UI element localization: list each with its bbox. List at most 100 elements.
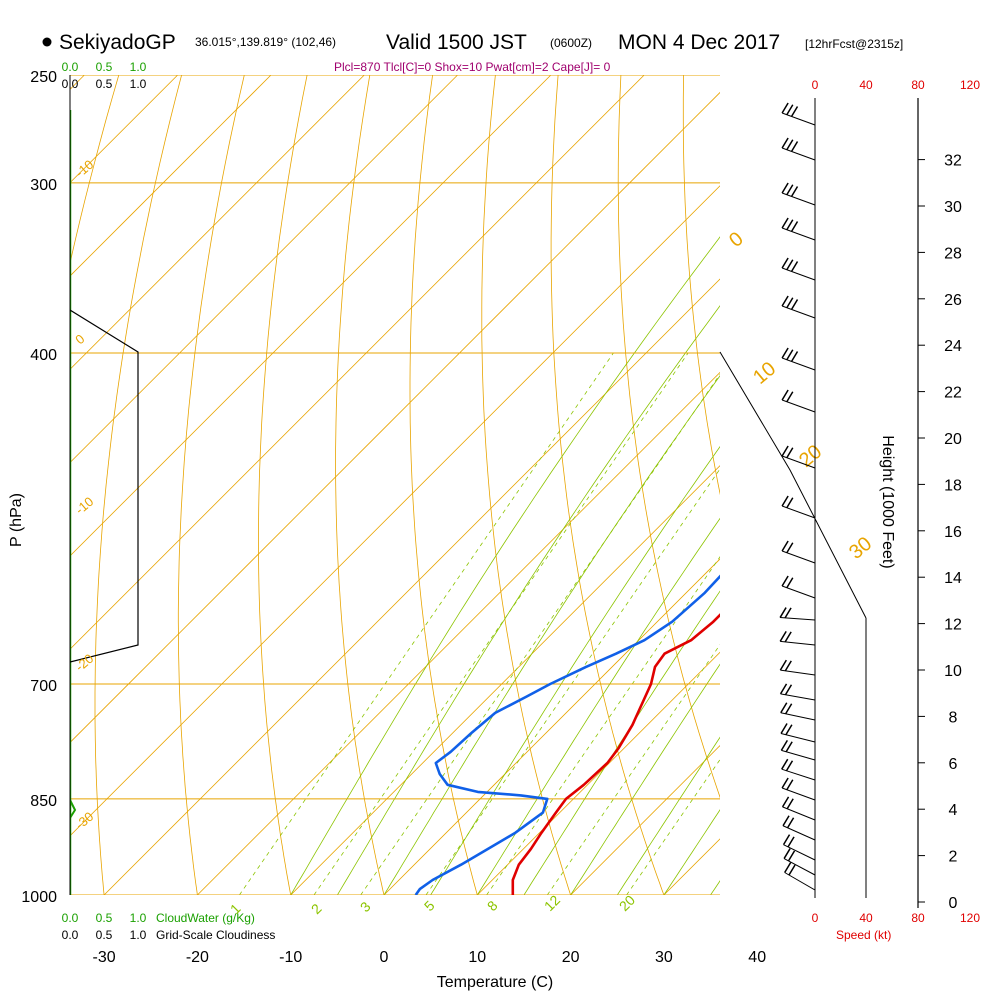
wind-barb-flag (780, 702, 788, 714)
isotherm-line (103, 278, 720, 895)
wind-barb (779, 683, 816, 701)
dry-adiabat-line (258, 75, 308, 895)
cloudwater-bottom-tick: 0.5 (96, 911, 113, 925)
isotherm-line (477, 651, 720, 895)
isotherm-line (851, 75, 1000, 895)
wind-barb-flag (779, 630, 787, 642)
wind-barb-flag (781, 389, 789, 401)
wind-barb-flag (786, 104, 794, 116)
mixing-ratio-line (313, 352, 689, 895)
isotherm-label: 0 (725, 228, 748, 252)
height-tick-label: 20 (944, 431, 962, 448)
height-tick-label: 2 (949, 849, 958, 866)
station-name: SekiyadoGP (59, 31, 176, 54)
moist-adiabat-line (663, 809, 720, 895)
wind-barb (782, 815, 816, 841)
wind-barb-flag (781, 182, 789, 194)
mixing-ratio-label: 8 (484, 897, 501, 914)
pressure-tick-label: 700 (30, 678, 57, 695)
cloudwater-label: CloudWater (g/Kg) (156, 911, 255, 925)
temperature-axis-label: Temperature (C) (437, 974, 553, 991)
wind-barb-flag (779, 659, 787, 671)
speed-top-tick: 120 (960, 78, 980, 92)
wind-barb-staff (784, 872, 816, 891)
wind-barb-flag (782, 834, 791, 846)
wind-barb (784, 862, 816, 891)
height-tick-label: 8 (949, 709, 958, 726)
wind-barb-flag (785, 760, 794, 772)
wind-barb-staff (781, 227, 816, 241)
speed-top-tick: 0 (812, 78, 819, 92)
height-tick-label: 6 (949, 756, 958, 773)
chart-series (70, 110, 985, 898)
wind-barb-flag (781, 796, 790, 808)
wind-speed-profile (826, 110, 985, 898)
wind-barb-flag (780, 723, 788, 734)
wind-barb-flag (786, 349, 794, 361)
wind-barb-flag (784, 631, 792, 643)
wind-barb-flag (781, 758, 789, 770)
wind-barb (781, 137, 816, 161)
cloudwater-top-tick: 1.0 (130, 60, 147, 74)
wind-barb-flag (786, 297, 794, 309)
cloudiness-line (70, 309, 139, 663)
wind-barb-staff (780, 640, 816, 646)
wind-barb (779, 630, 816, 646)
dry-adiabat-line (550, 75, 665, 895)
isotherm-line (70, 91, 720, 744)
cloudwater-bottom-tick: 1.0 (130, 911, 147, 925)
height-tick-label: 4 (949, 802, 958, 819)
dry-adiabat-line (177, 75, 245, 895)
wind-barb-flag (781, 102, 789, 114)
wind-barb-flag (779, 683, 788, 695)
wind-barb-flag (786, 139, 794, 151)
wind-barb-flag (786, 391, 794, 403)
mixing-ratio-line (360, 373, 720, 895)
height-tick-label: 22 (944, 385, 962, 402)
pressure-tick-label: 250 (30, 69, 57, 86)
cloudiness-top-tick: 1.0 (130, 77, 147, 91)
wind-barb (781, 182, 816, 206)
wind-barb-flag (786, 184, 794, 196)
wind-barb-flag (785, 741, 793, 753)
wind-barb-flag (790, 351, 799, 362)
wind-barb-flag (781, 495, 789, 507)
temperature-tick-label: 0 (380, 949, 389, 966)
mixing-ratio-line (486, 556, 720, 895)
height-tick-label: 14 (944, 570, 962, 587)
wind-barb-flag (785, 724, 793, 736)
temperature-profile (511, 613, 720, 895)
mixing-ratio-label: 2 (308, 900, 325, 917)
mixing-ratio-label: 20 (616, 892, 638, 914)
wind-barb (781, 257, 816, 281)
wind-barb-staff (781, 147, 816, 161)
wind-barb-flag (790, 106, 799, 117)
wind-barb-flag (781, 347, 789, 359)
isotherm-line (70, 75, 645, 650)
wind-barb (780, 723, 816, 743)
wind-barb-staff (781, 305, 816, 319)
moist-adiabat-line (570, 663, 720, 895)
wind-barb (781, 389, 816, 413)
wind-barb-flag (790, 221, 799, 232)
moist-adiabat-line (476, 517, 720, 895)
height-tick-label: 12 (944, 617, 962, 634)
wind-barb-flag (786, 447, 794, 459)
isotherm-label: 20 (795, 441, 826, 472)
isotherm-line (197, 371, 720, 895)
wind-barb-flag (786, 798, 794, 810)
height-tick-label: 32 (944, 153, 962, 170)
wind-barb-staff (780, 712, 816, 721)
chart-grid (70, 51, 1000, 924)
dry-adiabat-line (994, 51, 1000, 924)
wind-barb-flag (786, 779, 794, 791)
cloudiness-bottom-tick: 0.5 (96, 928, 113, 942)
cloudwater-bottom-tick: 0.0 (62, 911, 79, 925)
wind-barb (781, 102, 816, 126)
station-bullet-icon (42, 37, 52, 47)
wind-barb-staff (781, 505, 816, 519)
wind-barb-flag (779, 607, 787, 618)
moist-adiabat-line (290, 236, 720, 895)
wind-barb (782, 834, 816, 861)
wind-barb-flag (787, 836, 795, 848)
